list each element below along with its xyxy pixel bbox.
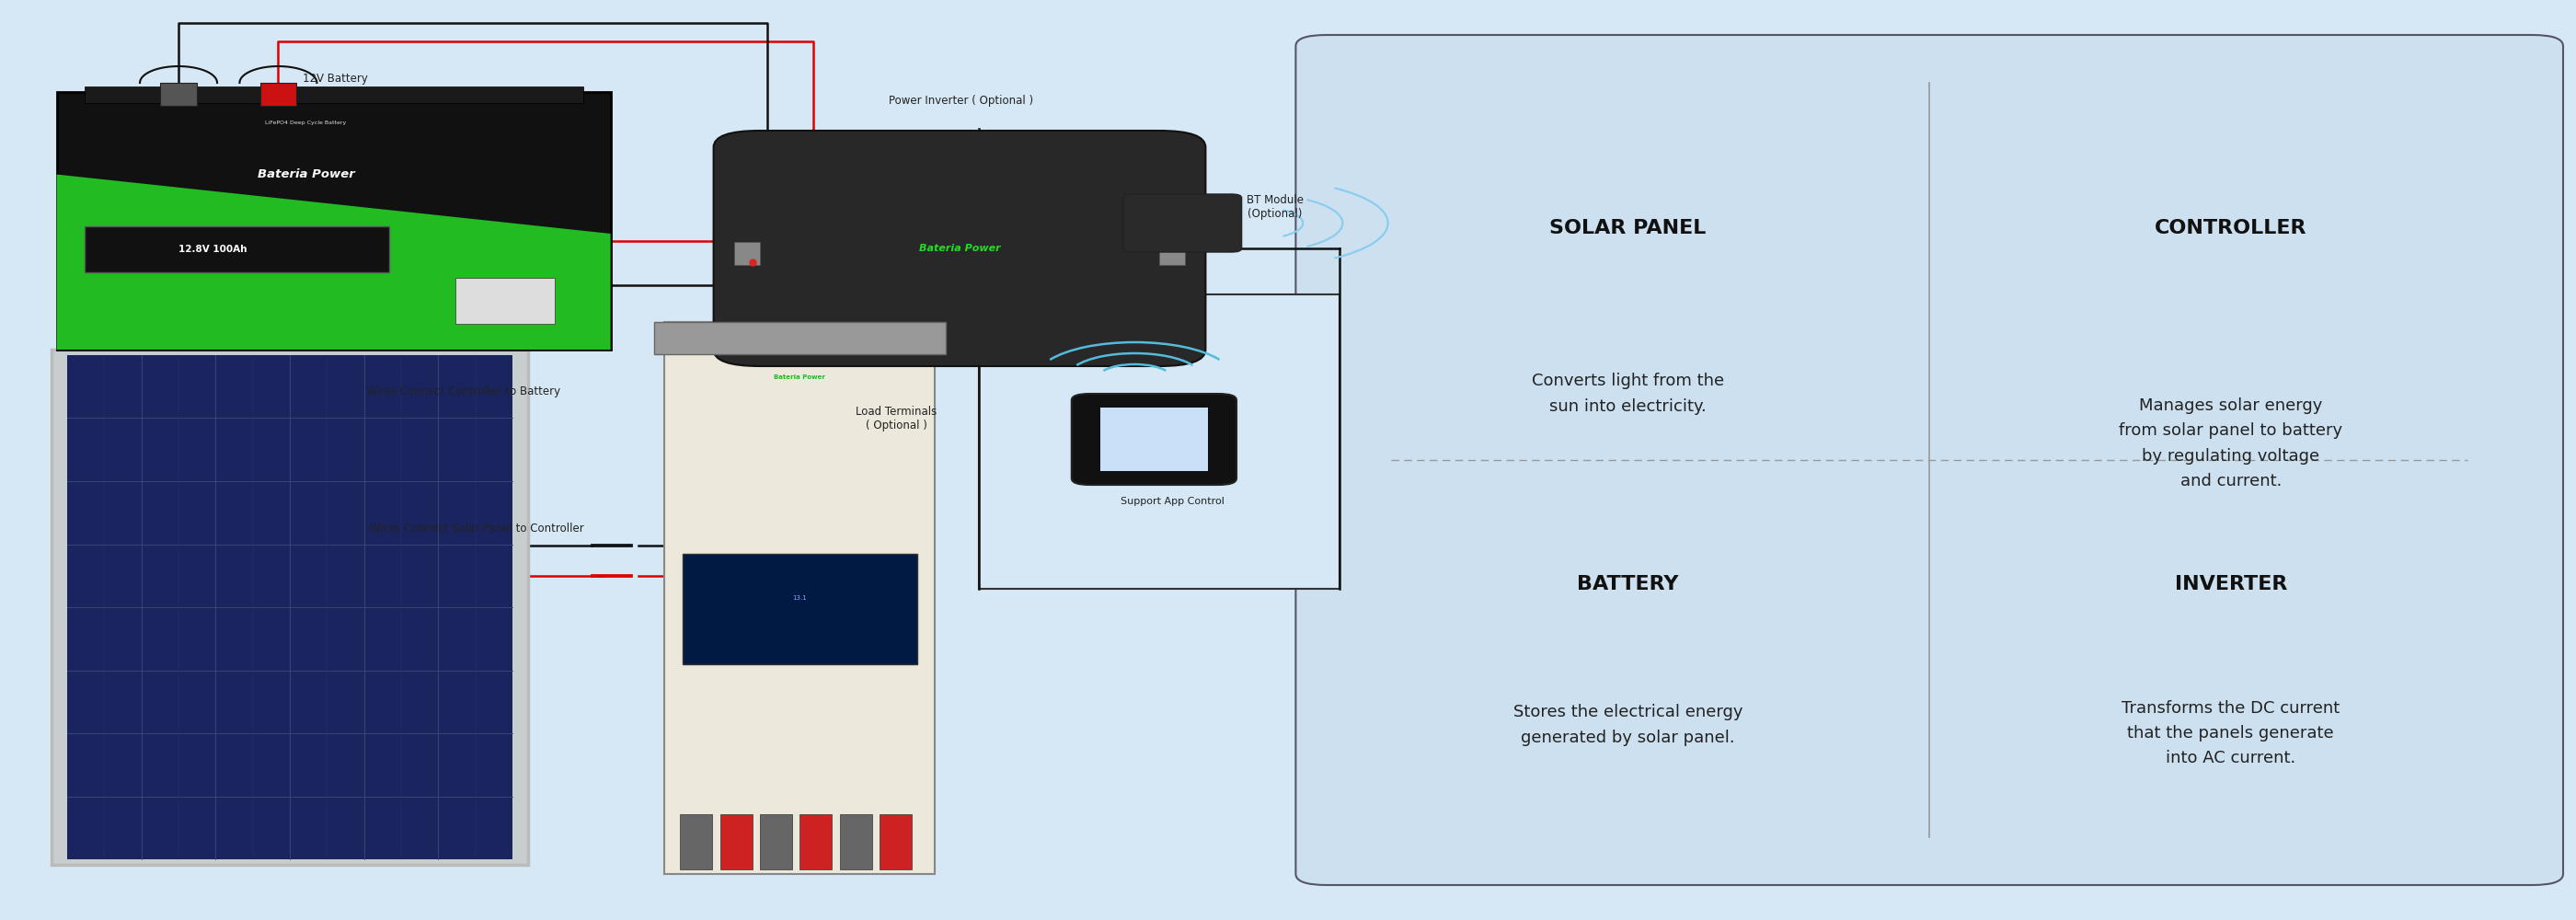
Text: BT Module
(Optional): BT Module (Optional) — [1247, 194, 1303, 220]
Bar — [1100, 408, 1208, 471]
Bar — [680, 814, 711, 869]
Bar — [683, 554, 917, 664]
Text: 13.1: 13.1 — [793, 595, 806, 601]
Bar — [52, 350, 528, 865]
FancyBboxPatch shape — [1123, 194, 1242, 252]
FancyBboxPatch shape — [1296, 35, 2563, 885]
Bar — [721, 814, 752, 869]
FancyBboxPatch shape — [714, 131, 1206, 366]
Text: Power Inverter ( Optional ): Power Inverter ( Optional ) — [889, 96, 1033, 107]
Bar — [85, 86, 582, 103]
Bar — [1159, 242, 1185, 265]
Text: Converts light from the
sun into electricity.: Converts light from the sun into electri… — [1533, 373, 1723, 415]
Text: Load Terminals
( Optional ): Load Terminals ( Optional ) — [855, 406, 938, 431]
Text: Transforms the DC current
that the panels generate
into AC current.: Transforms the DC current that the panel… — [2123, 700, 2339, 766]
Text: LiFePO4 Deep Cycle Battery: LiFePO4 Deep Cycle Battery — [265, 121, 348, 125]
Text: Wires Connect Controller to Battery: Wires Connect Controller to Battery — [366, 385, 562, 397]
Text: 12V Battery: 12V Battery — [301, 73, 368, 85]
Bar — [654, 322, 945, 354]
Bar — [760, 814, 793, 869]
Bar — [260, 83, 296, 106]
Text: Bateria Power: Bateria Power — [775, 374, 824, 380]
Bar — [799, 814, 832, 869]
Bar — [734, 242, 760, 265]
Bar — [840, 814, 871, 869]
Bar — [67, 355, 513, 859]
Polygon shape — [57, 175, 611, 350]
Text: SOLAR PANEL: SOLAR PANEL — [1551, 219, 1705, 237]
Text: Bateria Power: Bateria Power — [258, 168, 355, 180]
Bar — [881, 814, 912, 869]
Bar — [85, 226, 389, 272]
Text: BATTERY: BATTERY — [1577, 575, 1680, 593]
Text: Manages solar energy
from solar panel to battery
by regulating voltage
and curre: Manages solar energy from solar panel to… — [2120, 397, 2342, 489]
Text: Wires Connect Solar Panel to Controller: Wires Connect Solar Panel to Controller — [368, 523, 585, 535]
Bar — [456, 278, 554, 324]
Text: INVERTER: INVERTER — [2174, 575, 2287, 593]
Text: Support App Control: Support App Control — [1121, 497, 1224, 506]
FancyBboxPatch shape — [1072, 394, 1236, 485]
Bar — [665, 322, 935, 874]
Bar — [160, 83, 196, 106]
Text: CONTROLLER: CONTROLLER — [2154, 219, 2308, 237]
Bar — [979, 294, 1340, 589]
Text: Stores the electrical energy
generated by solar panel.: Stores the electrical energy generated b… — [1512, 704, 1744, 746]
Text: 12.8V 100Ah: 12.8V 100Ah — [178, 245, 247, 254]
Bar — [57, 92, 611, 350]
Text: Bateria Power: Bateria Power — [920, 244, 999, 253]
